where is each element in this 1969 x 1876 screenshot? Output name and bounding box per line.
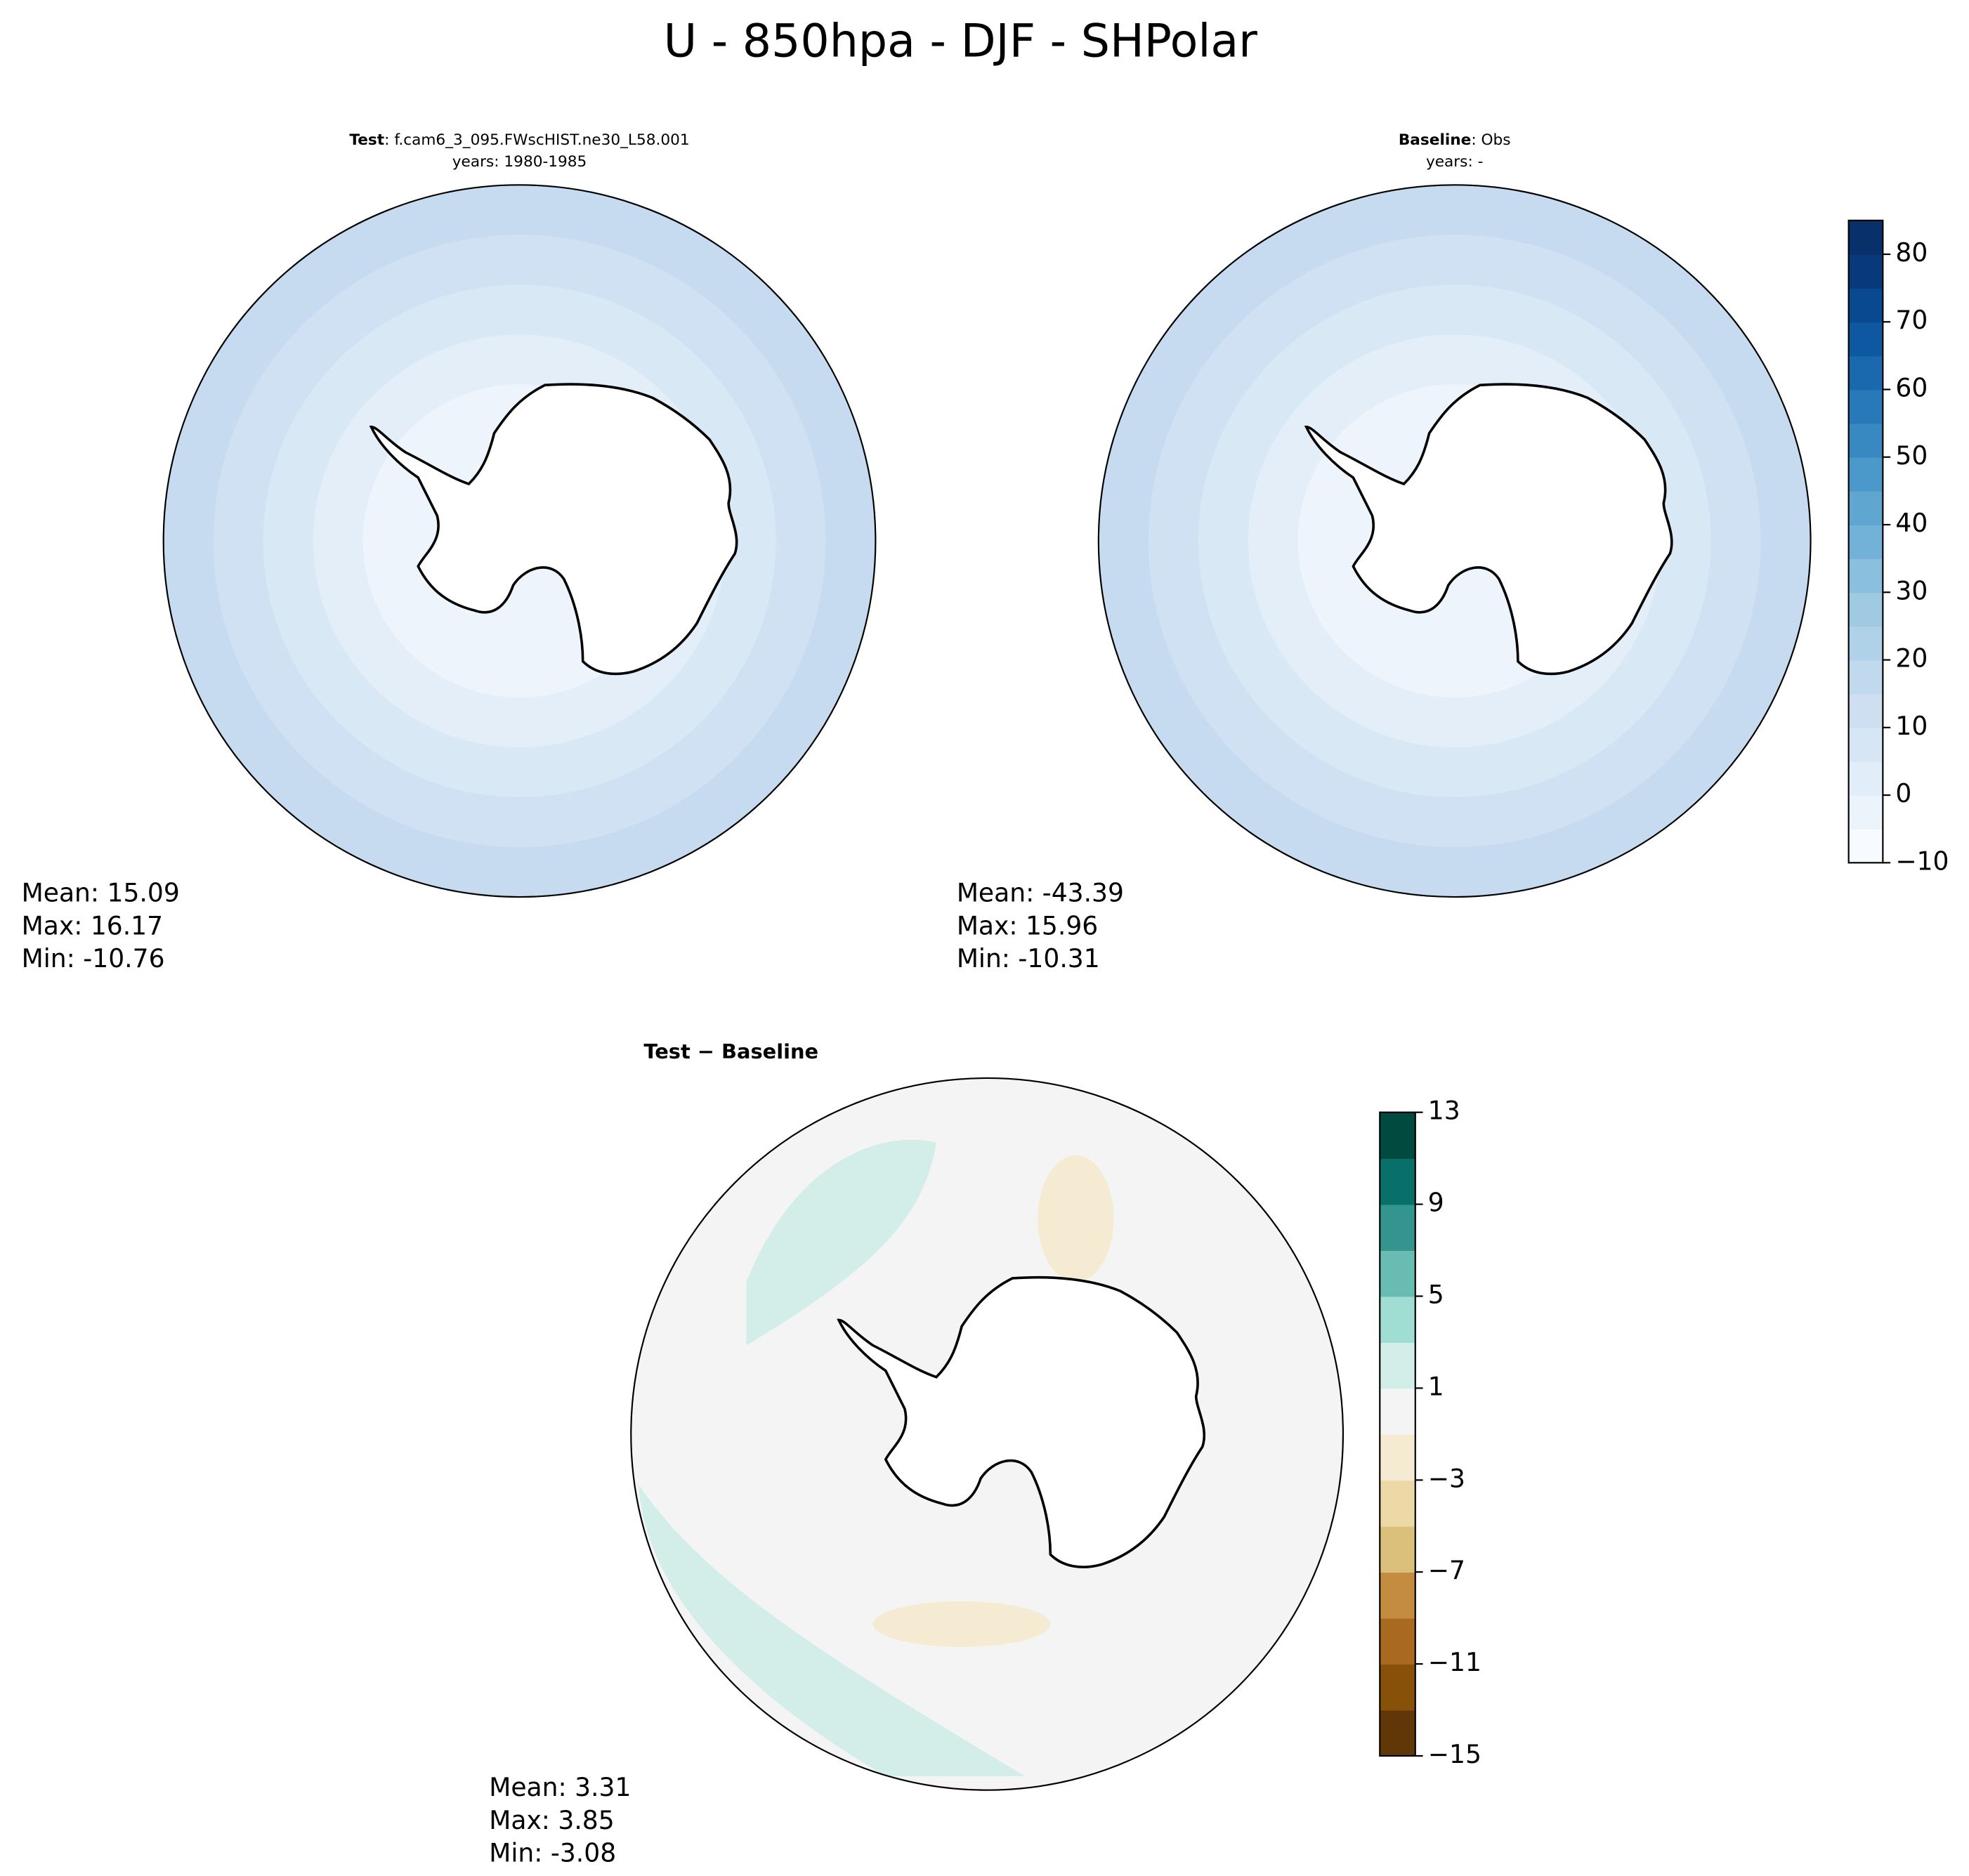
colorbar-tick-label: 40 [1895,509,1928,538]
stat-label: Mean: -43.39 [957,878,1124,907]
colorbar-segment [1380,1618,1415,1665]
contour-band [746,1139,936,1346]
colorbar-tick-label: −7 [1428,1556,1465,1585]
stat-label: Mean: 3.31 [489,1773,631,1802]
colorbar-tick-label: −11 [1428,1648,1481,1677]
panel-title: Test: f.cam6_3_095.FWscHIST.ne30_L58.001 [349,131,689,149]
colorbar-segment [1848,355,1883,391]
panel-title: Test − Baseline [643,1039,818,1063]
colorbar-segment [1848,490,1883,525]
contour-band [639,1484,1026,1776]
stat-label: Mean: 15.09 [22,878,180,907]
panel-title-rest: : Obs [1471,131,1510,149]
stat-label: Max: 3.85 [489,1806,614,1835]
stat-label: Max: 16.17 [22,911,163,940]
map-panel: Test − Baseline Mean: 3.31 Max: 3.85 Min: -… [489,1039,1481,1868]
colorbar-segment [1380,1250,1415,1297]
colorbar-tick-label: −10 [1895,846,1949,876]
colorbar-segment [1380,1112,1415,1160]
colorbar-frame [1379,1111,1416,1757]
colorbar-tick-label: 10 [1895,711,1928,741]
panel-subtitle: years: 1980-1985 [452,153,587,171]
colorbar-segment [1848,795,1883,830]
colorbar-segment [1848,829,1883,864]
map-panel: Baseline: Obs years: - Mean: -43.39 Max: 15… [957,131,1949,973]
map-boundary [1097,184,1812,898]
colorbar-segment [1848,761,1883,796]
colorbar-segment [1848,322,1883,357]
colorbar-tick-label: 13 [1428,1096,1460,1126]
colorbar-tick-label: 20 [1895,644,1928,674]
colorbar-tick-label: 70 [1895,306,1928,335]
colorbar-tick-label: −3 [1428,1464,1465,1493]
map-boundary [630,1077,1345,1791]
stat-label: Min: -10.31 [957,944,1100,973]
colorbar-segment [1848,288,1883,323]
panel-title-bold: Baseline [1399,131,1472,149]
contour-band [872,1601,1051,1647]
colorbar-tick-label: 0 [1895,779,1911,808]
colorbar-segment [1380,1296,1415,1343]
colorbar-tick-label: 60 [1895,374,1928,403]
stat-label: Min: -3.08 [489,1839,616,1868]
map-panel: Test: f.cam6_3_095.FWscHIST.ne30_L58.001… [22,131,877,973]
colorbar-segment [1848,592,1883,627]
contour-band [1038,1155,1114,1283]
stat-label: Min: -10.76 [22,944,165,973]
colorbar-segment [1848,727,1883,762]
panel-title-rest: : f.cam6_3_095.FWscHIST.ne30_L58.001 [384,131,689,149]
colorbar-segment [1380,1434,1415,1481]
stat-label: Max: 15.96 [957,911,1098,940]
colorbar-frame [1847,219,1884,864]
panel-title-bold: Test [349,131,384,149]
colorbar-segment [1848,423,1883,458]
colorbar-segment [1380,1204,1415,1251]
map-boundary [162,184,877,898]
colorbar-segment [1848,525,1883,560]
colorbar-segment [1380,1664,1415,1711]
colorbar-segment [1848,254,1883,289]
colorbar-segment [1848,558,1883,593]
colorbar-segment [1848,626,1883,661]
colorbar-tick-label: 80 [1895,238,1928,268]
colorbar-segment [1380,1342,1415,1389]
colorbar-segment [1848,457,1883,492]
colorbar-segment [1380,1158,1415,1205]
colorbar-segment [1380,1572,1415,1619]
colorbar-tick-label: 1 [1428,1372,1444,1401]
panel-title: Baseline: Obs [1399,131,1511,149]
colorbar-tick-label: 50 [1895,441,1928,471]
colorbar-segment [1848,389,1883,424]
colorbar-segment [1848,693,1883,728]
colorbar-segment [1380,1388,1415,1435]
colorbar-segment [1848,220,1883,255]
colorbar-segment [1380,1710,1415,1757]
panel-subtitle: years: - [1426,153,1483,171]
colorbar-tick-label: 9 [1428,1188,1444,1218]
colorbar-segment [1848,660,1883,695]
colorbar-tick-label: 5 [1428,1280,1444,1309]
colorbar-tick-label: 30 [1895,576,1928,605]
colorbar-segment [1380,1480,1415,1527]
colorbar-segment [1380,1526,1415,1573]
colorbar-tick-label: −15 [1428,1740,1481,1769]
figure-title: U - 850hpa - DJF - SHPolar [664,15,1258,68]
